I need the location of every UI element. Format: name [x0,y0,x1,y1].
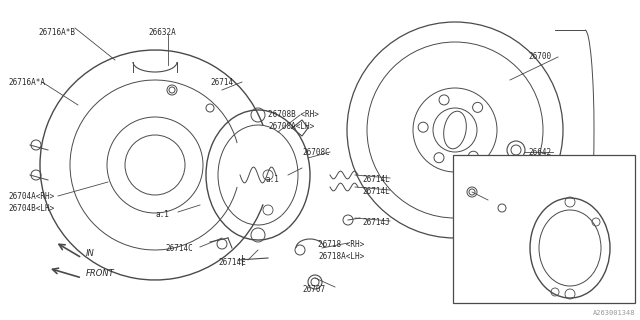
Text: 26632A: 26632A [458,184,486,193]
Text: 26708A<LH>: 26708A<LH> [268,122,314,131]
Text: a.1: a.1 [155,210,169,219]
Text: 26632A: 26632A [148,28,176,37]
Text: IN: IN [86,249,95,258]
Text: A263001348: A263001348 [593,310,635,316]
Text: 26718 <RH>: 26718 <RH> [318,240,364,249]
Text: 26716A*B: 26716A*B [38,28,75,37]
Text: 26716A*A: 26716A*A [8,78,45,87]
Text: 26718A<LH>: 26718A<LH> [318,252,364,261]
Text: 26714: 26714 [518,200,541,209]
Text: 26714E: 26714E [218,258,246,267]
Text: 26694: 26694 [528,170,551,179]
Text: 26700: 26700 [528,52,551,61]
Text: a.1: a.1 [265,175,279,184]
Text: 26642: 26642 [528,148,551,157]
Text: 26714L: 26714L [362,187,390,196]
Text: 26708C: 26708C [302,148,330,157]
Text: 26708B <RH>: 26708B <RH> [268,110,319,119]
Text: 26714: 26714 [210,78,233,87]
Text: 26707: 26707 [302,285,325,294]
Text: 26714L: 26714L [362,175,390,184]
Text: 26704B<LH>: 26704B<LH> [8,204,54,213]
Text: a.1: a.1 [596,218,610,227]
Text: 26714J: 26714J [362,218,390,227]
Text: a.1: a.1 [523,295,537,304]
Text: FRONT: FRONT [86,269,115,278]
Text: 26714C: 26714C [165,244,193,253]
FancyBboxPatch shape [453,155,635,303]
Text: 26704A<RH>: 26704A<RH> [8,192,54,201]
Text: 26708C: 26708C [596,265,624,274]
